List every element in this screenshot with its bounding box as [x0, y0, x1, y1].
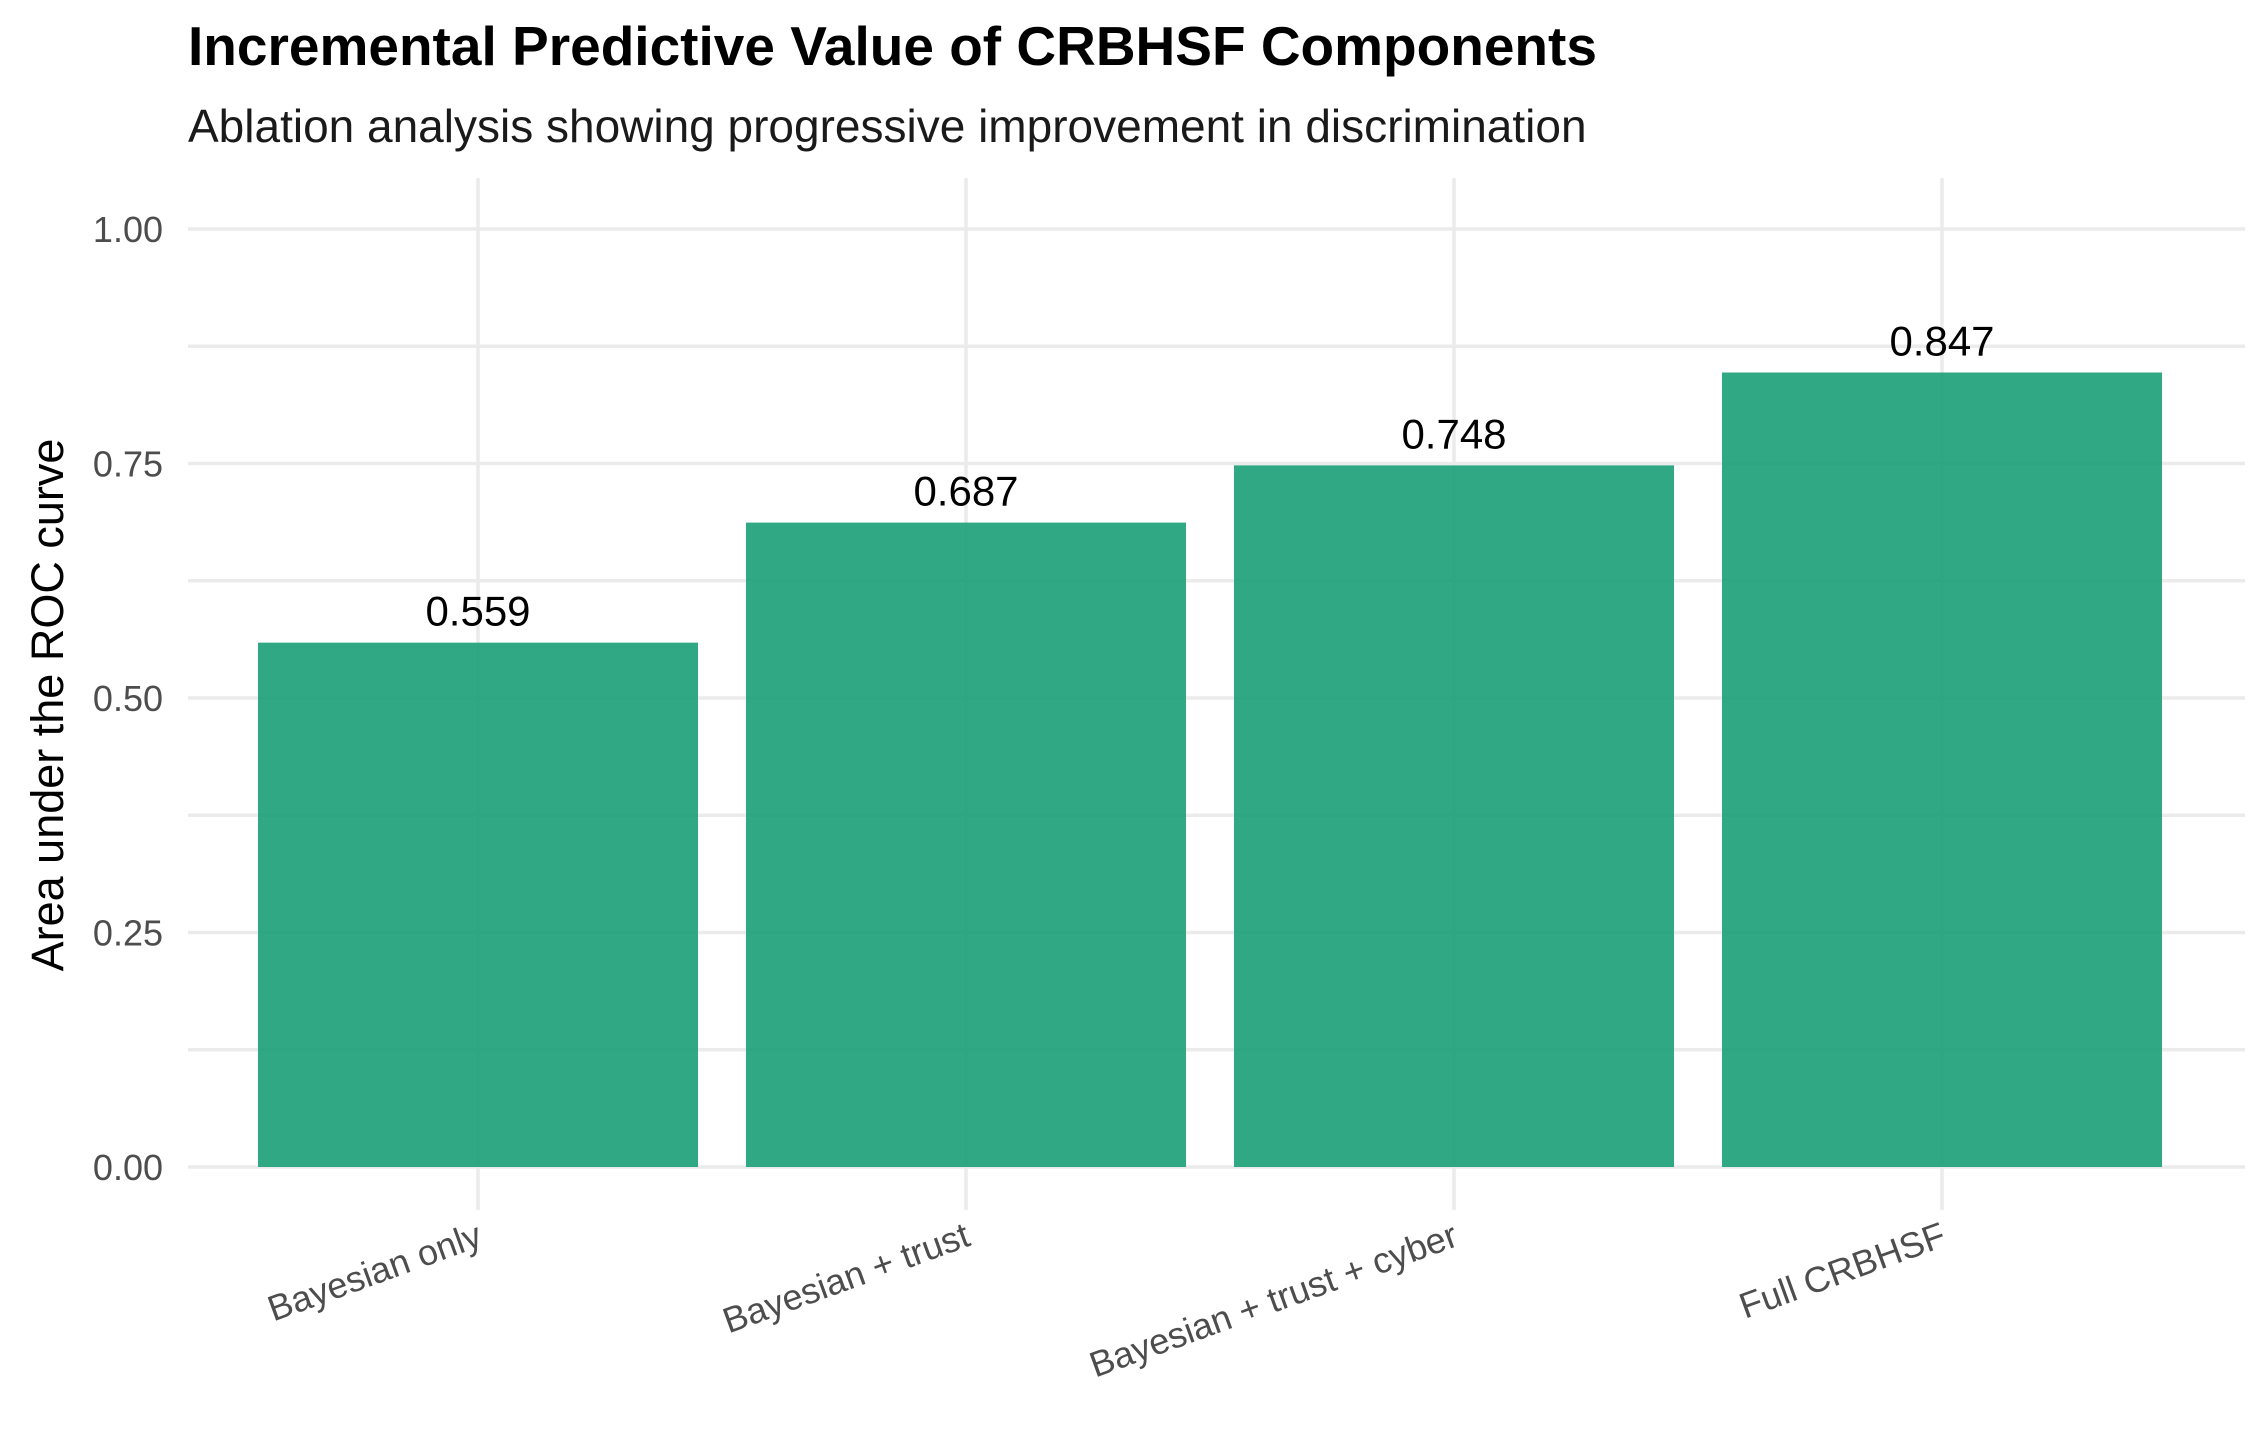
bar [1234, 465, 1674, 1168]
data-label: 0.559 [425, 588, 530, 635]
y-tick-label: 0.25 [93, 913, 163, 954]
data-label: 0.687 [913, 468, 1018, 515]
y-axis-ticks: 0.00 0.25 0.50 0.75 1.00 [93, 209, 163, 1188]
data-label: 0.748 [1401, 410, 1506, 457]
bar [746, 522, 1186, 1167]
x-tick-label: Bayesian + trust [717, 1214, 975, 1341]
bar [258, 642, 698, 1167]
y-tick-label: 1.00 [93, 209, 163, 250]
y-tick-label: 0.75 [93, 444, 163, 485]
y-axis-title: Area under the ROC curve [22, 439, 73, 972]
x-tick-label: Bayesian only [262, 1214, 487, 1329]
data-label: 0.847 [1889, 318, 1994, 365]
bar [1722, 372, 2162, 1167]
y-tick-label: 0.50 [93, 678, 163, 719]
x-tick-label: Full CRBHSF [1734, 1214, 1951, 1326]
x-axis-ticks: Bayesian only Bayesian + trust Bayesian + … [262, 1214, 1951, 1385]
chart-title: Incremental Predictive Value of CRBHSF C… [188, 15, 1597, 77]
bars [258, 372, 2162, 1168]
x-tick-label: Bayesian + trust + cyber [1084, 1214, 1463, 1385]
data-labels: 0.559 0.687 0.748 0.847 [425, 318, 1994, 635]
y-tick-label: 0.00 [93, 1147, 163, 1188]
chart-subtitle: Ablation analysis showing progressive im… [188, 100, 1587, 152]
